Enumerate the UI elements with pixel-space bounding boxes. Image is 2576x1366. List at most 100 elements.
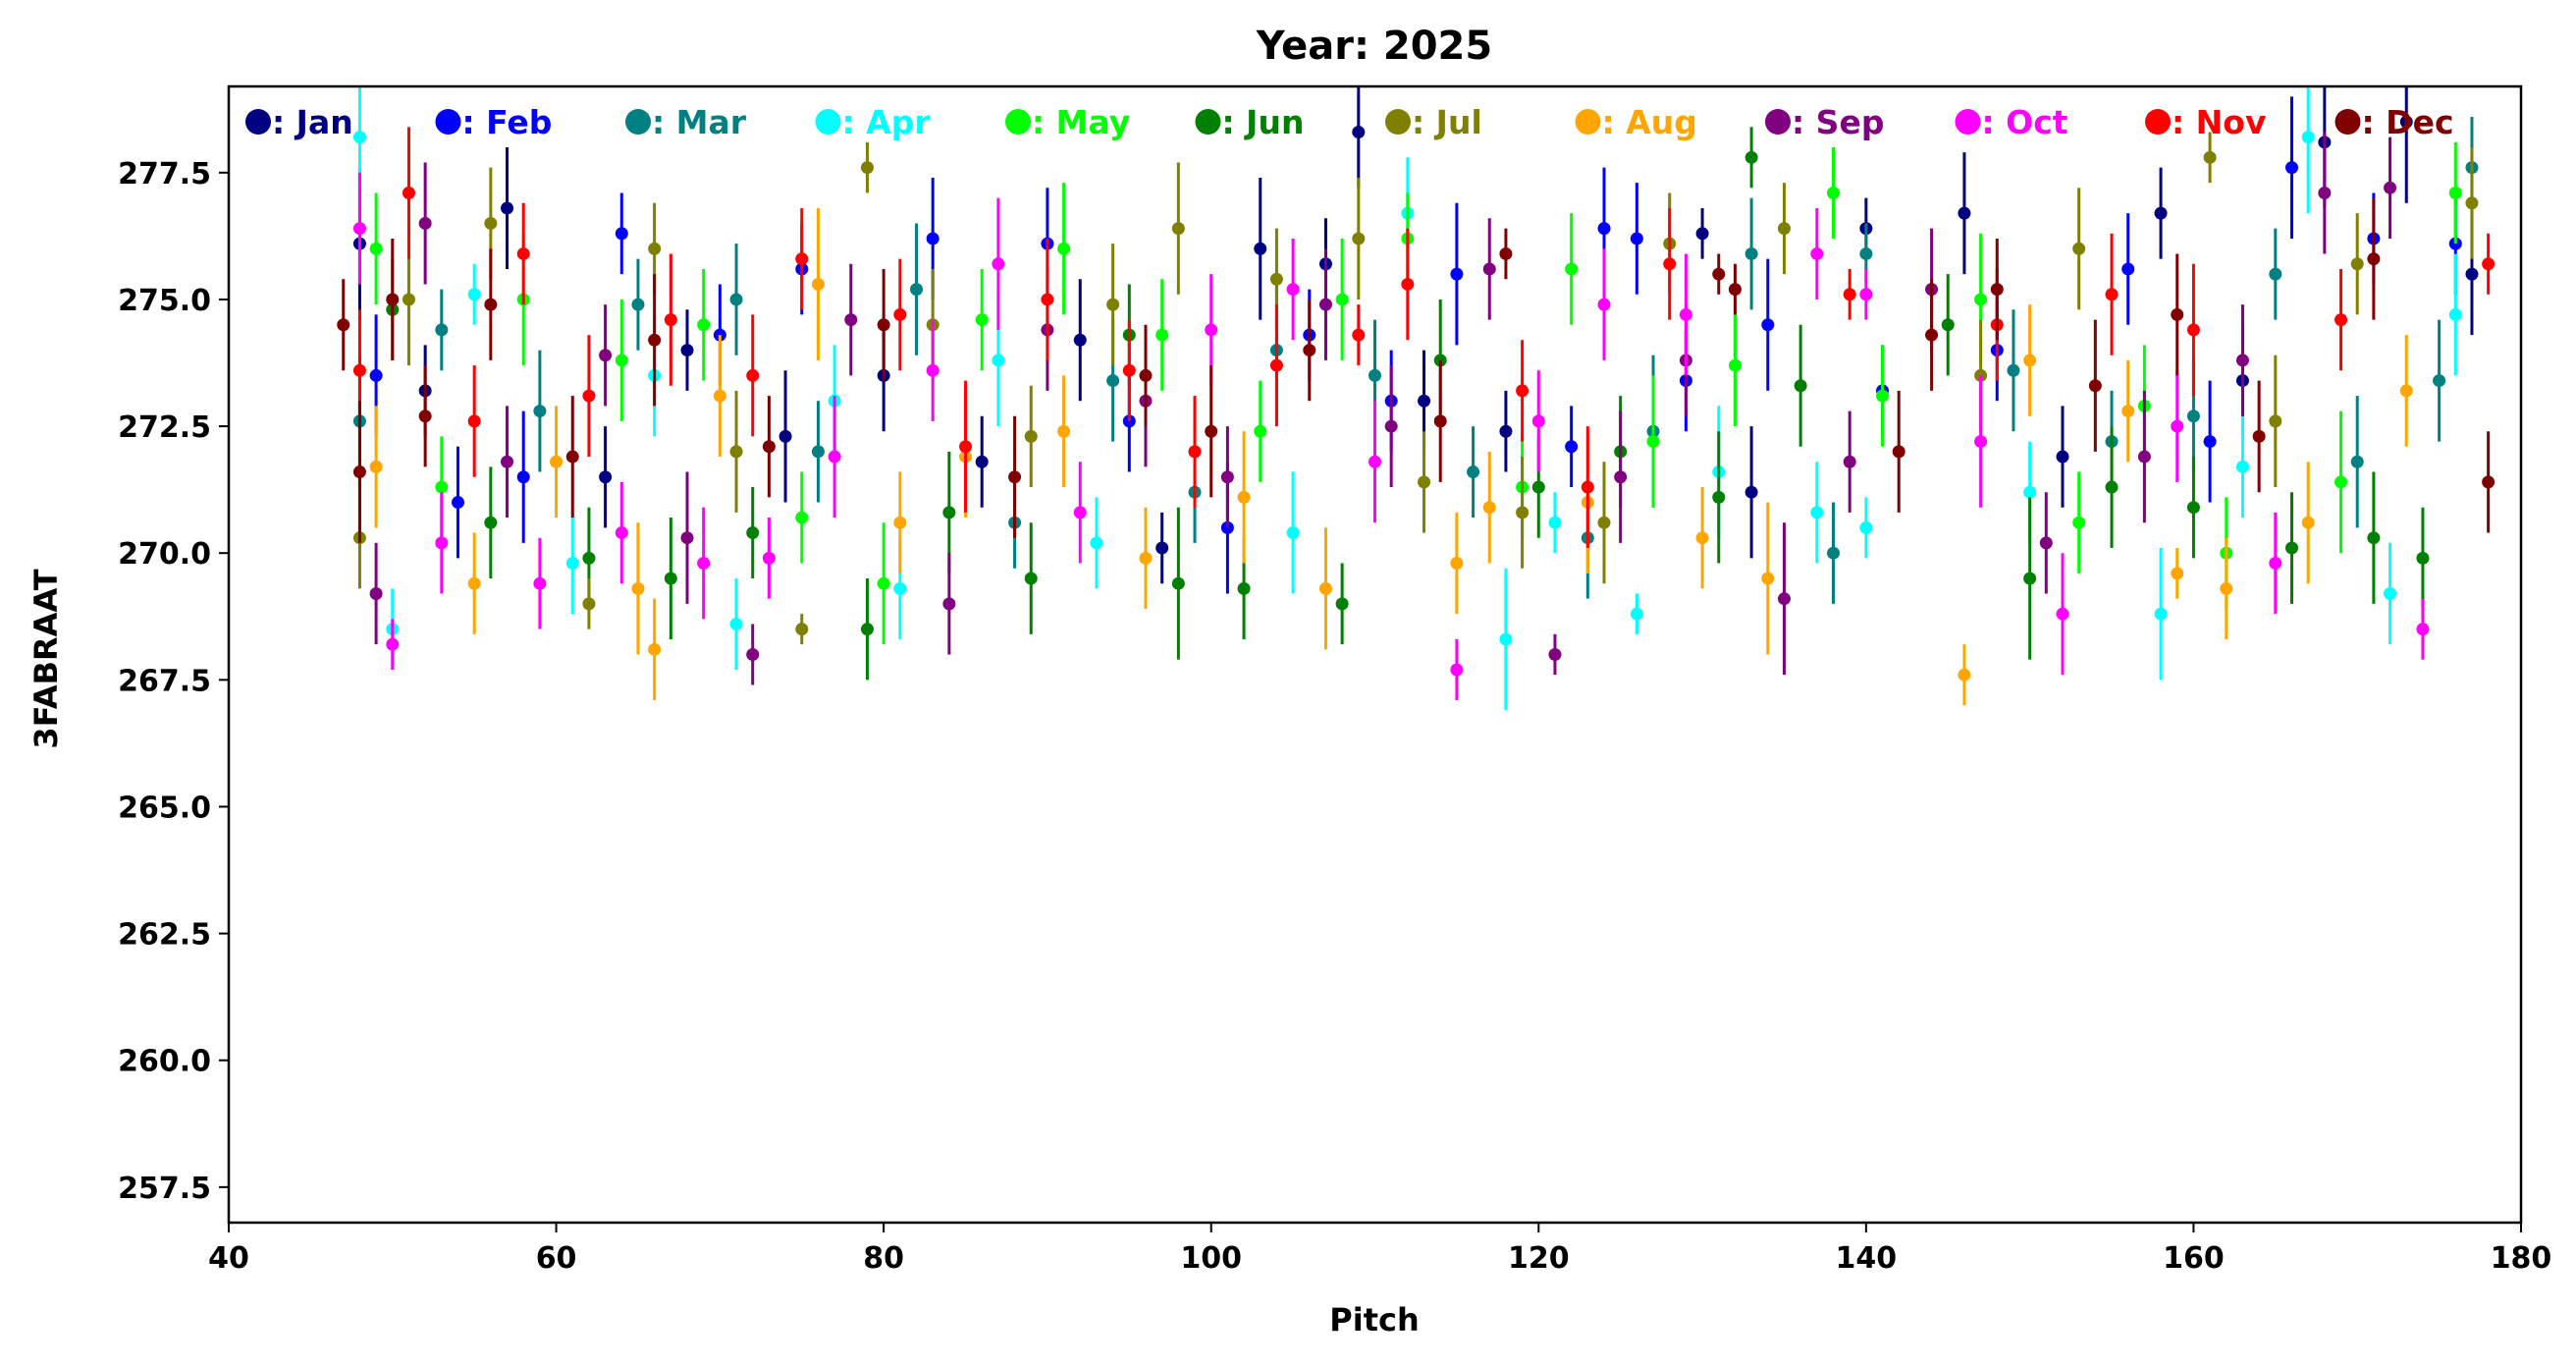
data-point: [1057, 242, 1071, 255]
data-point: [2448, 186, 2462, 199]
legend-label: : Aug: [1602, 103, 1697, 141]
data-point: [1286, 526, 1300, 540]
data-point: [435, 480, 449, 494]
x-tick-label: 60: [536, 1241, 577, 1276]
data-point: [2039, 536, 2053, 550]
data-point: [1433, 414, 1447, 428]
data-point: [1810, 506, 1824, 519]
series-apr: [352, 86, 2462, 711]
data-point: [1057, 424, 1071, 438]
data-point: [1122, 363, 1136, 377]
data-point: [1990, 283, 2004, 297]
data-point: [1744, 246, 1758, 260]
data-point: [1728, 358, 1742, 372]
data-point: [631, 581, 645, 595]
data-point: [1073, 506, 1087, 519]
data-point: [484, 216, 498, 230]
data-point: [352, 222, 366, 236]
data-point: [729, 293, 743, 306]
data-point: [1418, 394, 1431, 408]
data-point: [648, 242, 662, 255]
y-tick-label: 265.0: [118, 791, 211, 825]
data-point: [2269, 557, 2282, 571]
data-point: [352, 131, 366, 144]
data-point: [1335, 597, 1349, 611]
data-point: [1859, 288, 1873, 301]
data-point: [1974, 435, 1988, 449]
data-point: [778, 429, 792, 443]
data-point: [1581, 480, 1594, 494]
data-marks: [337, 86, 2496, 711]
data-point: [452, 496, 464, 510]
legend-marker: [1195, 109, 1221, 135]
series-jan: [352, 86, 2479, 584]
data-point: [1205, 323, 1218, 337]
data-point: [1352, 125, 1366, 138]
data-point: [713, 389, 726, 403]
series-aug: [369, 207, 2413, 706]
data-point: [2105, 480, 2119, 494]
data-point: [1188, 445, 1202, 459]
series-sep: [369, 132, 2397, 685]
data-point: [811, 277, 825, 291]
data-point: [1843, 288, 1856, 301]
data-point: [2301, 516, 2315, 529]
data-point: [582, 551, 596, 565]
data-point: [746, 526, 760, 540]
data-point: [2367, 252, 2381, 266]
data-point: [550, 455, 564, 468]
data-point: [697, 318, 711, 332]
legend-marker: [1005, 109, 1031, 135]
data-point: [2235, 460, 2249, 473]
data-point: [2088, 379, 2102, 393]
axis-ticks: 40 60 80 100 120 140 160 180 257.5 260.0 262.5 265.…: [118, 157, 2551, 1276]
data-point: [893, 307, 907, 321]
data-point: [435, 536, 449, 550]
data-point: [369, 242, 383, 255]
data-point: [2350, 455, 2364, 468]
data-point: [2301, 131, 2315, 144]
data-point: [1024, 429, 1038, 443]
legend-label: : Jun: [1222, 103, 1305, 141]
data-point: [1712, 267, 1726, 281]
data-point: [992, 257, 1005, 271]
data-point: [877, 576, 890, 590]
data-point: [484, 298, 498, 311]
data-point: [565, 450, 579, 464]
y-tick-label: 277.5: [118, 157, 211, 191]
data-point: [386, 637, 400, 651]
data-point: [992, 354, 1005, 367]
data-point: [1041, 293, 1054, 306]
data-point: [893, 581, 907, 595]
data-point: [2171, 567, 2184, 580]
data-point: [467, 414, 481, 428]
data-point: [975, 455, 989, 468]
data-point: [2137, 450, 2151, 464]
legend-marker: [1765, 109, 1791, 135]
data-point: [467, 288, 481, 301]
data-point: [1516, 384, 1530, 398]
data-point: [501, 201, 514, 215]
data-point: [402, 293, 415, 306]
data-point: [1810, 246, 1824, 260]
data-point: [533, 405, 547, 418]
y-tick-label: 260.0: [118, 1045, 211, 1079]
data-point: [2203, 150, 2217, 164]
data-point: [1303, 344, 1316, 357]
data-point: [1958, 206, 1971, 220]
data-point: [1254, 424, 1267, 438]
data-point: [746, 648, 760, 661]
data-point: [1254, 242, 1267, 255]
legend: : Jan: Feb: Mar: Apr: May: Jun: Jul: Aug…: [245, 103, 2454, 141]
data-point: [1499, 424, 1513, 438]
data-point: [599, 470, 613, 484]
data-point: [615, 354, 628, 367]
legend-label: : Feb: [462, 103, 553, 141]
data-point: [386, 293, 400, 306]
data-point: [1859, 246, 1873, 260]
data-point: [2399, 115, 2413, 129]
data-point: [2056, 450, 2069, 464]
legend-marker: [625, 109, 651, 135]
data-point: [2416, 551, 2430, 565]
